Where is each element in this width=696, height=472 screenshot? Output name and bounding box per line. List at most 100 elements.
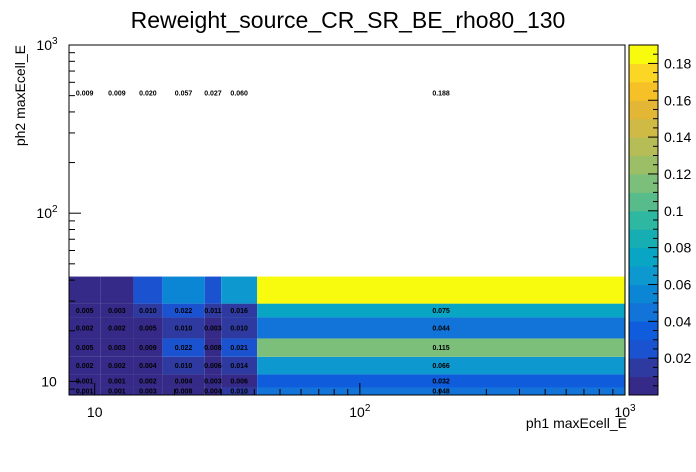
cell-value-label: 0.002	[76, 363, 94, 370]
heatmap-cell	[162, 356, 205, 375]
heatmap-cell	[221, 374, 258, 388]
heatmap-cell	[204, 317, 222, 339]
colorbar-segment	[629, 63, 658, 83]
heatmap-cell	[221, 276, 258, 304]
cell-value-label: 0.003	[204, 378, 222, 385]
heatmap-cell	[69, 356, 101, 375]
heatmap-cell	[257, 303, 625, 318]
cell-value-label: 0.003	[108, 308, 126, 315]
cell-value-label: 0.010	[175, 325, 193, 332]
cell-value-label: 0.002	[108, 325, 126, 332]
cell-value-label: 0.001	[108, 389, 126, 396]
cell-value-label: 0.044	[432, 325, 450, 332]
cell-value-label: 0.066	[432, 363, 450, 370]
cell-value-label: 0.004	[204, 389, 222, 396]
heatmap-cell	[162, 303, 205, 318]
heatmap-cell	[69, 374, 101, 388]
heatmap-cell	[69, 276, 101, 304]
heatmap-cell	[221, 303, 258, 318]
heatmap-cell	[69, 338, 101, 357]
cell-value-label: 0.001	[76, 378, 94, 385]
heatmap-cell	[162, 387, 205, 395]
cell-value-label: 0.005	[76, 345, 94, 352]
heatmap-cell	[162, 338, 205, 357]
heatmap-cell	[162, 317, 205, 339]
cell-value-label: 0.188	[432, 90, 450, 97]
heatmap-cell	[100, 338, 134, 357]
heatmap-cell	[133, 303, 163, 318]
colorbar-tick-label: 0.18	[664, 55, 691, 71]
heatmap-cell	[133, 276, 163, 304]
heatmap-cell	[100, 374, 134, 388]
x-axis: 10 102 103	[68, 383, 636, 420]
colorbar-tick-label: 0.02	[664, 350, 691, 366]
cell-value-label: 0.027	[204, 90, 222, 97]
y-tick-label: 102	[36, 204, 58, 221]
colorbar-segment	[629, 321, 658, 341]
cell-value-label: 0.005	[139, 325, 157, 332]
cell-value-label: 0.008	[204, 345, 222, 352]
colorbar-segment	[629, 229, 658, 249]
cell-value-label: 0.002	[108, 363, 126, 370]
heatmap-cell	[69, 303, 101, 318]
colorbar-tick-label: 0.04	[664, 313, 691, 329]
colorbar-segment	[629, 192, 658, 212]
cell-value-label: 0.009	[139, 345, 157, 352]
heatmap-cell	[221, 356, 258, 375]
y-axis-label: ph2 maxEcell_E	[12, 45, 28, 146]
x-tick-label: 103	[614, 403, 636, 420]
colorbar-segment	[629, 173, 658, 193]
colorbar-tick-label: 0.1	[664, 203, 684, 219]
heatmap-cell	[100, 387, 134, 395]
heatmap-cell	[133, 338, 163, 357]
heatmap-cell	[204, 374, 222, 388]
cell-value-label: 0.010	[230, 389, 248, 396]
heatmap-cell	[257, 276, 625, 304]
heatmap-cell	[257, 374, 625, 388]
y-tick-label: 103	[36, 36, 58, 53]
colorbar-segment	[629, 210, 658, 230]
cell-value-label: 0.002	[76, 325, 94, 332]
colorbar-segment	[629, 302, 658, 322]
colorbar-segment	[629, 155, 658, 175]
heatmap-cell	[204, 356, 222, 375]
heatmap-cell	[162, 374, 205, 388]
heatmap-cell	[133, 374, 163, 388]
chart-title: Reweight_source_CR_SR_BE_rho80_130	[131, 7, 566, 33]
heatmap-cell	[204, 338, 222, 357]
colorbar-tick-label: 0.12	[664, 166, 691, 182]
cell-value-label: 0.016	[230, 308, 248, 315]
color-scale-bar	[628, 44, 659, 396]
cell-value-label: 0.022	[175, 308, 193, 315]
heatmap-cell	[133, 356, 163, 375]
cell-value-label: 0.014	[230, 363, 248, 370]
colorbar-segment	[629, 247, 658, 267]
heatmap-cells	[69, 276, 625, 395]
cell-value-label: 0.006	[204, 363, 222, 370]
heatmap-cell	[221, 317, 258, 339]
colorbar-segment	[629, 376, 658, 396]
cell-value-label: 0.010	[139, 308, 157, 315]
cell-value-label: 0.004	[175, 378, 193, 385]
x-tick-label: 10	[87, 404, 103, 420]
cell-value-label: 0.021	[230, 345, 248, 352]
heatmap-cell	[204, 387, 222, 395]
colorbar-segment	[629, 284, 658, 304]
heatmap-cell	[100, 303, 134, 318]
cell-value-label: 0.002	[139, 378, 157, 385]
colorbar-segment	[629, 339, 658, 359]
cell-value-label: 0.003	[108, 345, 126, 352]
cell-value-label: 0.022	[175, 345, 193, 352]
colorbar-tick-label: 0.06	[664, 276, 691, 292]
colorbar-segment	[629, 266, 658, 285]
heatmap-cell	[162, 276, 205, 304]
cell-value-label: 0.009	[108, 90, 126, 97]
cell-value-label: 0.010	[230, 325, 248, 332]
colorbar-segment	[629, 45, 658, 64]
heatmap-cell	[257, 356, 625, 375]
cell-value-label: 0.005	[76, 308, 94, 315]
heatmap-cell	[257, 387, 625, 395]
heatmap-cell	[221, 387, 258, 395]
